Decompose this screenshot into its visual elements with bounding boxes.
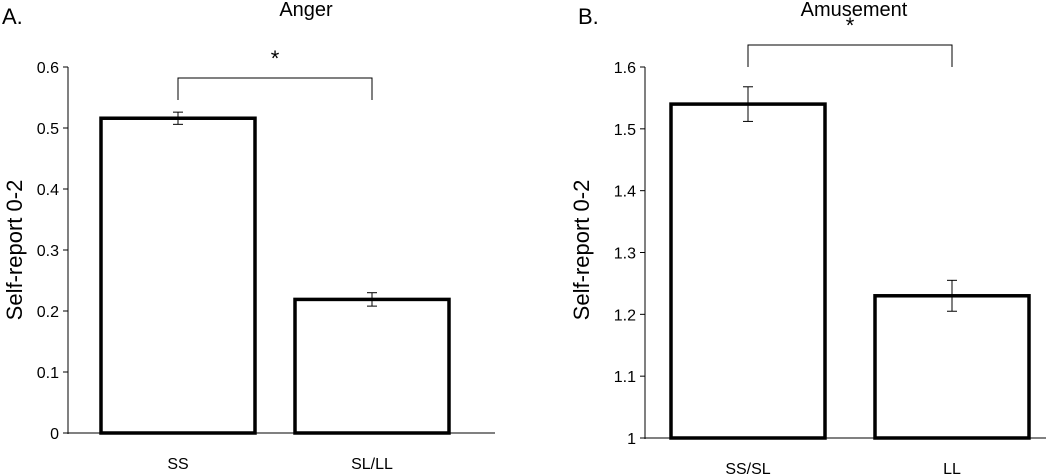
x-category-label: LL (943, 461, 961, 476)
panel-b-label: B. (578, 4, 599, 29)
y-tick-label: 1.2 (614, 307, 636, 324)
y-tick-label: 0.6 (37, 60, 59, 77)
significance-bracket (177, 77, 373, 100)
panel-b-y-axis-label: Self-report 0-2 (569, 180, 594, 321)
bar-ss-sl (669, 102, 827, 440)
y-tick-label: 1.4 (614, 184, 636, 201)
y-tick-label: 1.6 (614, 60, 636, 77)
x-category-label: SS (167, 456, 188, 473)
y-tick-label: 0.4 (37, 182, 59, 199)
error-bar (947, 279, 957, 312)
y-tick-label: 0.5 (37, 121, 59, 138)
panel-a-bars: SS SL/LL (99, 111, 451, 473)
panel-a-title: Anger (279, 0, 333, 21)
panel-b-bars: SS/SL LL (669, 86, 1031, 476)
error-bar (367, 292, 377, 307)
y-tick-label: 1.1 (614, 369, 636, 386)
panel-a-label: A. (2, 4, 23, 29)
significance-bracket (747, 44, 953, 67)
panel-b-title: Amusement (801, 0, 908, 21)
significance-star: * (271, 46, 280, 71)
bar-sl-ll (293, 297, 451, 435)
error-bar (743, 86, 753, 122)
y-tick-label: 1.5 (614, 122, 636, 139)
bar-ll (873, 294, 1031, 440)
y-tick-label: 1 (627, 431, 636, 448)
panel-a-significance: * (177, 46, 373, 100)
panel-a: A. Anger Self-report 0-2 0 0.1 0.2 0.3 0.4 0.… (2, 0, 495, 473)
significance-star: * (846, 13, 855, 38)
y-tick-label: 0 (50, 426, 59, 443)
panel-b-significance: * (747, 13, 953, 67)
x-category-label: SS/SL (725, 461, 770, 476)
y-tick-label: 1.3 (614, 246, 636, 263)
panel-b: B. Amusement Self-report 0-2 11.11.21.31… (569, 0, 1046, 476)
bar-ss (99, 116, 257, 435)
x-category-label: SL/LL (351, 456, 393, 473)
panel-a-y-axis-label: Self-report 0-2 (2, 180, 27, 321)
panel-b-y-ticks: 1 1.1 1.2 1.3 1.4 1.5 1.6 (614, 60, 645, 448)
error-bar (173, 111, 183, 125)
y-tick-label: 0.2 (37, 304, 59, 321)
y-tick-label: 0.1 (37, 365, 59, 382)
panel-a-y-ticks: 0 0.1 0.2 0.3 0.4 0.5 0.6 (37, 60, 68, 443)
y-tick-label: 0.3 (37, 243, 59, 260)
